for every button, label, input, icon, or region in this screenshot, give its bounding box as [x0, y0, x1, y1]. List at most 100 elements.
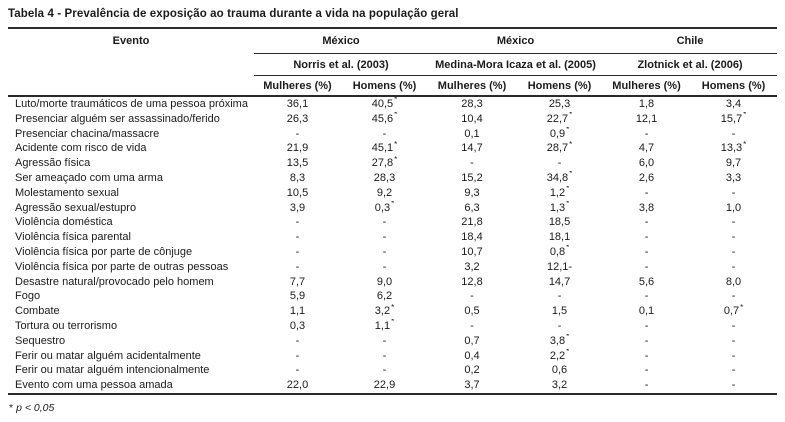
- value-cell: 0,3: [289, 319, 306, 332]
- table-row: Agressão sexual/estupro 3,9 0,3* 6,3 1,3* 3,8…: [8, 201, 777, 216]
- value-cell: 1,8: [638, 98, 655, 110]
- significance-asterisk: *: [569, 141, 573, 149]
- value-cell: 3,9: [289, 201, 306, 214]
- value-cell: 28,3: [373, 171, 396, 184]
- value-cell: 18,4: [461, 231, 483, 244]
- value-cell: 3,2: [551, 379, 568, 392]
- event-label: Violência física parental: [15, 231, 131, 244]
- value-cell: -: [731, 379, 736, 392]
- significance-asterisk: *: [566, 333, 570, 342]
- value-cell: -: [644, 364, 649, 377]
- significance-asterisk: *: [391, 200, 395, 208]
- value-cell: 0,9*: [549, 126, 570, 140]
- value-cell: -: [731, 245, 736, 258]
- value-cell: 15,7*: [720, 111, 747, 125]
- value-cell: -: [557, 319, 562, 332]
- value-cell: 0,6: [551, 364, 568, 377]
- value-cell: -: [382, 127, 387, 140]
- value-cell: -: [295, 260, 300, 273]
- value-cell: 8,3: [289, 171, 306, 184]
- value-cell: 21,9: [286, 142, 309, 155]
- value-cell: -: [382, 245, 387, 258]
- table-row: Acidente com risco de vida 21,9 45,1* 14,7 2…: [8, 141, 777, 156]
- value-cell: 1,1: [289, 305, 306, 318]
- value-cell: 7,7: [289, 275, 306, 288]
- value-cell: -: [470, 157, 474, 170]
- value-cell: 12,1-: [546, 260, 573, 273]
- value-cell: 12,1: [635, 112, 658, 125]
- value-cell: -: [644, 319, 649, 332]
- value-cell: 22,0: [286, 379, 309, 392]
- value-cell: -: [382, 364, 387, 377]
- event-label: Sequestro: [15, 334, 66, 347]
- value-cell: -: [731, 290, 736, 303]
- value-cell: -: [731, 186, 736, 199]
- value-cell: 6,3: [464, 201, 480, 214]
- table-row: Luto/morte traumáticos de uma pessoa pró…: [8, 96, 777, 112]
- value-cell: -: [644, 379, 649, 392]
- footnote-asterisk: *: [9, 401, 14, 414]
- table-row: Molestamento sexual 10,5 9,2 9,3 1,2* - -: [8, 186, 777, 201]
- value-cell: 18,5: [548, 216, 571, 229]
- value-cell: 9,0: [376, 275, 393, 288]
- value-cell: -: [382, 349, 387, 362]
- value-cell: 10,5: [286, 186, 309, 199]
- event-label: Fogo: [15, 290, 41, 303]
- value-cell: 36,1: [286, 98, 309, 110]
- table-row: Desastre natural/provocado pelo homem 7,7…: [8, 275, 777, 290]
- column-header-evento: Evento: [112, 35, 150, 47]
- group-header-country-3: Chile: [603, 28, 778, 54]
- table-row: Presenciar chacina/massacre - - 0,1 0,9* - -: [8, 127, 777, 142]
- value-cell: -: [295, 127, 300, 140]
- value-cell: -: [644, 231, 649, 244]
- value-cell: -: [470, 319, 474, 332]
- value-cell: 45,6*: [371, 111, 398, 125]
- table-row: Ser ameaçado com uma arma 8,3 28,3 15,2 34,8…: [8, 171, 777, 186]
- value-cell: 3,2: [464, 260, 480, 273]
- event-label: Agressão física: [15, 157, 91, 170]
- value-cell: -: [470, 290, 474, 303]
- value-cell: 1,3*: [549, 200, 570, 214]
- significance-asterisk: *: [569, 111, 573, 120]
- value-cell: -: [731, 260, 736, 273]
- value-cell: 1,0: [725, 201, 742, 214]
- value-cell: 1,1*: [374, 318, 395, 332]
- table-row: Ferir ou matar alguém intencionalmente - -…: [8, 363, 777, 378]
- value-cell: -: [295, 364, 300, 377]
- event-label: Acidente com risco de vida: [15, 142, 147, 155]
- significance-asterisk: *: [566, 348, 570, 356]
- value-cell: 0,2: [464, 364, 480, 377]
- table-row: Violência física por parte de outras pes…: [8, 260, 777, 275]
- event-label: Desastre natural/provocado pelo homem: [15, 275, 214, 288]
- value-cell: -: [295, 231, 300, 244]
- table-row: Agressão física 13,5 27,8* - - 6,0 9,7: [8, 156, 777, 171]
- value-cell: -: [382, 260, 387, 273]
- value-cell: -: [295, 349, 300, 362]
- value-cell: 22,7*: [546, 111, 573, 125]
- significance-asterisk: *: [569, 170, 573, 179]
- value-cell: 2,2*: [549, 348, 570, 362]
- column-header-men-1: Homens (%): [352, 79, 417, 92]
- value-cell: 6,0: [638, 157, 655, 170]
- value-cell: -: [731, 334, 736, 347]
- group-header-study-2: Medina-Mora Icaza et al. (2005): [428, 53, 604, 76]
- value-cell: -: [731, 216, 736, 229]
- value-cell: -: [382, 216, 387, 229]
- significance-asterisk: *: [743, 141, 747, 149]
- significance-asterisk: *: [743, 111, 747, 120]
- value-cell: 3,8: [638, 201, 655, 214]
- table-row: Evento com uma pessoa amada 22,0 22,9 3,7 3,…: [8, 378, 777, 394]
- event-label: Molestamento sexual: [15, 186, 119, 199]
- value-cell: 14,7: [548, 275, 571, 288]
- significance-asterisk: *: [394, 111, 398, 120]
- event-label: Violência física por parte de outras pes…: [15, 260, 229, 273]
- value-cell: 26,3: [286, 112, 309, 125]
- value-cell: -: [644, 245, 649, 258]
- value-cell: 18,1: [548, 231, 571, 244]
- value-cell: -: [295, 245, 300, 258]
- significance-asterisk: *: [394, 141, 398, 149]
- table-title: Tabela 4 - Prevalência de exposição ao t…: [8, 8, 459, 20]
- group-header-country-1: México: [254, 28, 429, 54]
- value-cell: 3,2*: [374, 304, 395, 318]
- value-cell: 21,8: [461, 216, 483, 229]
